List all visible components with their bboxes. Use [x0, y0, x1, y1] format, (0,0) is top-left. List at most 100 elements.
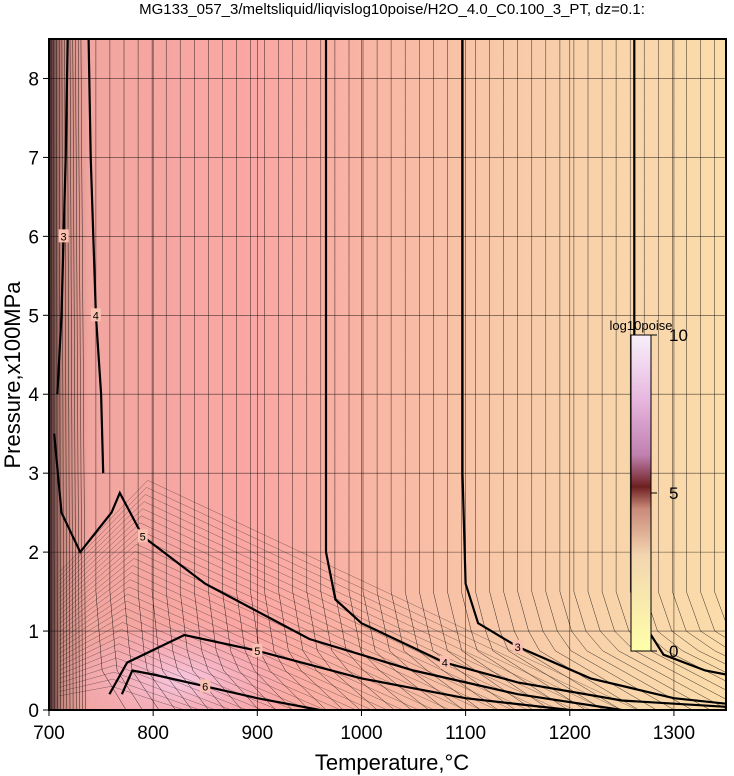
- contour-line-thin: [59, 508, 576, 710]
- y-tick-label: 7: [28, 148, 39, 169]
- contour-line-thin: [59, 565, 451, 710]
- x-tick-label: 900: [241, 723, 273, 744]
- contour-line-thin: [729, 39, 734, 710]
- contour-line-thin: [59, 593, 388, 710]
- contour-line-thin: [123, 39, 160, 710]
- y-tick-label: 6: [28, 227, 39, 248]
- y-tick-label: 0: [28, 701, 39, 722]
- contour-line-thin: [320, 39, 395, 710]
- contour-label-bg: [90, 308, 101, 322]
- x-tick-label: 800: [137, 723, 169, 744]
- contour-line-thin: [59, 558, 466, 710]
- x-tick-label: 1300: [653, 723, 695, 744]
- contour-line-thin: [59, 515, 560, 710]
- contour-line-thin: [672, 39, 726, 657]
- colorbar: log10poise 0 5 10: [610, 318, 688, 661]
- contour-line-thin: [59, 579, 419, 710]
- contour-label: 4: [442, 658, 448, 670]
- colorbar-tick-label: 5: [669, 484, 678, 503]
- contour-label: 3: [515, 642, 521, 654]
- contour-line-thin: [72, 39, 77, 710]
- contour-line-thin: [59, 600, 372, 710]
- contour-line-thin: [194, 39, 243, 710]
- colorbar-tick-label: 0: [669, 642, 678, 661]
- contour-line-thin: [517, 39, 639, 710]
- contour-line-thin: [531, 39, 657, 710]
- contour-line-thin: [714, 39, 726, 624]
- contour-line-thin: [278, 39, 344, 710]
- contour-line-thin: [503, 39, 622, 710]
- contour-line-thin: [75, 39, 80, 710]
- low-temp-pink-region: [60, 620, 300, 710]
- colorbar-scale: [630, 334, 652, 652]
- contour-line-thin: [573, 39, 711, 710]
- contour-label-bg: [137, 529, 148, 543]
- contour-line-thin: [69, 39, 74, 710]
- contour-label: 4: [93, 310, 99, 322]
- contour-line-thin: [58, 39, 61, 710]
- contour-line-thin: [59, 572, 435, 710]
- x-axis-title: Temperature,°C: [315, 750, 469, 775]
- contour-line-thin: [56, 39, 58, 710]
- x-axis: 700 800 900 1000 1100 1200 1300: [33, 710, 695, 744]
- contour-line-thin: [59, 664, 232, 710]
- grid-lines: [49, 39, 726, 710]
- contour-line-thin: [376, 39, 464, 710]
- contour-line-thin: [615, 39, 726, 691]
- contour-line-thin: [59, 494, 607, 710]
- colorbar-title: log10poise: [610, 318, 673, 333]
- y-axis: 0 1 2 3 4 5 6 7 8: [28, 69, 49, 722]
- contour-line-thin: [59, 629, 310, 710]
- contour-line-thin: [292, 39, 361, 710]
- contour-line-thin: [587, 39, 726, 710]
- contour-line-labeled: [120, 669, 321, 710]
- x-tick-label: 700: [33, 723, 65, 744]
- y-tick-label: 8: [28, 69, 39, 90]
- contour-line-thin: [475, 39, 586, 710]
- x-tick-label: 1100: [445, 723, 486, 744]
- contour-line-thin: [208, 39, 259, 710]
- colorbar-ticks: 0 5 10: [651, 326, 688, 661]
- contour-line-thin: [222, 39, 276, 710]
- thin-contour-lines: [50, 39, 734, 710]
- x-tick-label: 1200: [549, 723, 591, 744]
- y-tick-label: 1: [28, 622, 39, 643]
- contour-line-thin: [59, 622, 326, 710]
- contour-line-thin: [59, 529, 529, 710]
- contour-label: 5: [254, 646, 260, 658]
- contour-line-labeled: [461, 39, 726, 705]
- contour-line-thin: [59, 536, 513, 710]
- y-tick-label: 2: [28, 543, 39, 564]
- plot-frame: [48, 38, 727, 711]
- contour-line-thin: [59, 501, 591, 710]
- contour-label-bg: [200, 679, 211, 693]
- contour-line-thin: [601, 39, 726, 700]
- contour-line-thin: [137, 39, 176, 710]
- contour-line-thin: [109, 39, 143, 710]
- contour-line-thin: [95, 39, 127, 710]
- contour-line-thin: [489, 39, 604, 710]
- contour-line-thin: [67, 39, 71, 710]
- contour-line-thin: [306, 39, 378, 710]
- contour-line-thin: [419, 39, 516, 710]
- x-tick-label: 1000: [340, 723, 382, 744]
- contour-label-bg: [512, 639, 523, 653]
- contour-line-thin: [559, 39, 693, 710]
- contour-line-labeled: [324, 39, 726, 708]
- contour-label-bg: [58, 229, 69, 243]
- contour-line-thin: [250, 39, 310, 710]
- contour-label-bg: [252, 643, 263, 657]
- contour-line-thin: [59, 607, 357, 710]
- contour-line-thin: [59, 636, 294, 710]
- contour-line-thin: [59, 678, 201, 710]
- contour-line-thin: [447, 39, 551, 710]
- contour-line-thin: [545, 39, 675, 710]
- y-tick-label: 3: [28, 464, 39, 485]
- y-tick-label: 4: [28, 385, 39, 406]
- contour-line-thin: [59, 657, 247, 710]
- chart-title: MG133_057_3/meltsliquid/liqvislog10poise…: [139, 1, 645, 18]
- contour-line-thin: [264, 39, 327, 710]
- contour-line-thin: [59, 650, 263, 710]
- contour-line-thin: [686, 39, 726, 648]
